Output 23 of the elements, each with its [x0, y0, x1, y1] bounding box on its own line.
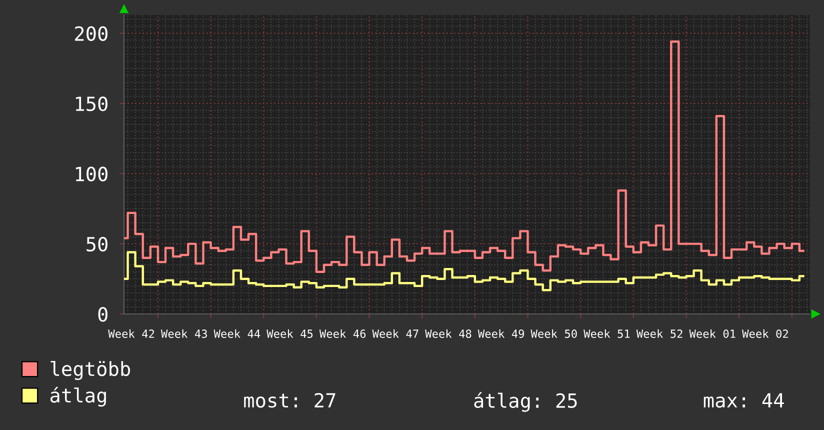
x-tick-label: Week 51 — [584, 329, 630, 338]
x-tick-label: Week 42 — [108, 329, 154, 338]
x-tick-label: Week 47 — [372, 329, 418, 338]
x-tick-label: Week 45 — [266, 329, 313, 338]
x-tick-label: Week 02 — [742, 329, 788, 338]
y-tick-label: 100 — [76, 166, 108, 182]
x-tick-label: Week 49 — [478, 329, 524, 338]
x-tick-label: Week 44 — [214, 329, 260, 338]
text: átlag: 25 — [474, 392, 577, 412]
text: max: 44 — [704, 393, 784, 408]
y-tick-label: 0 — [98, 307, 108, 322]
x-tick-label: Week 46 — [319, 329, 366, 338]
x-tick-label: Week 48 — [425, 329, 472, 338]
y-tick-label: 200 — [75, 26, 108, 41]
text: most: 27 — [244, 392, 336, 408]
y-tick-label: 50 — [86, 236, 108, 252]
legend-label: átlag — [50, 386, 106, 407]
y-tick-label: 150 — [76, 96, 108, 112]
x-tick-label: Week 01 — [689, 329, 736, 338]
x-tick-label: Week 52 — [636, 329, 682, 338]
x-tick-label: Week 50 — [530, 329, 577, 338]
legend-label: legtöbb — [50, 361, 130, 380]
x-tick-label: Week 43 — [160, 329, 207, 338]
